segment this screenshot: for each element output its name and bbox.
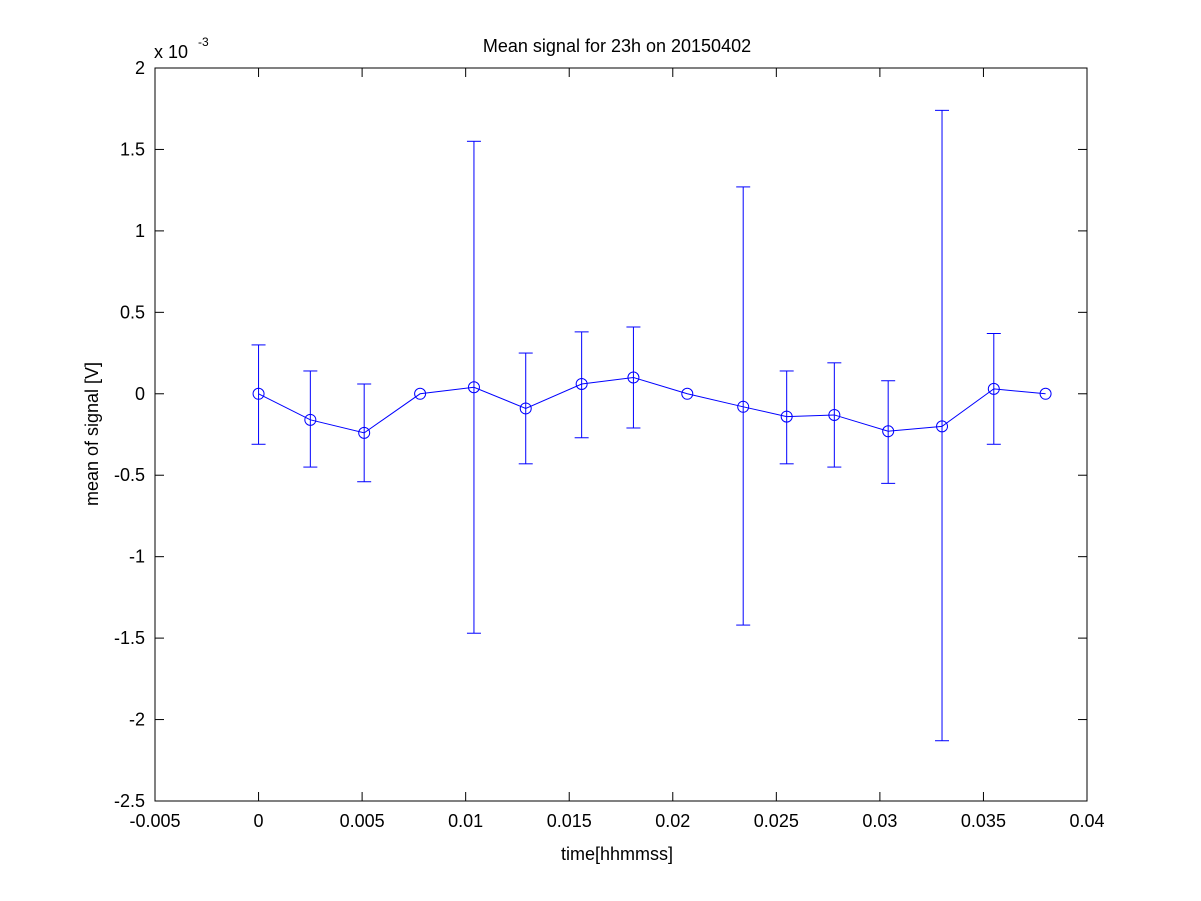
data-point-marker (358, 426, 371, 439)
data-point-marker (252, 387, 265, 400)
x-tick-label: 0.005 (340, 811, 385, 831)
y-tick-label: 2 (135, 58, 145, 78)
data-point-marker (780, 410, 793, 423)
y-tick-label: -0.5 (114, 465, 145, 485)
data-point-marker (828, 408, 841, 421)
plot-area-frame (154, 67, 1088, 802)
data-point-marker (627, 371, 640, 384)
tick-labels: -0.005 0 0.005 0.01 0.015 0.02 0.025 0.03 0.035 0… (114, 58, 1105, 831)
y-tick-label: 1.5 (120, 139, 145, 159)
data-point-marker (467, 381, 480, 394)
x-tick-label: 0.015 (547, 811, 592, 831)
y-tick-label: -1 (129, 547, 145, 567)
y-tick-label: 0.5 (120, 302, 145, 322)
y-axis-label: mean of signal [V] (82, 362, 102, 506)
error-bar (779, 370, 794, 465)
x-tick-label: 0.02 (655, 811, 690, 831)
y-tick-label: -1.5 (114, 628, 145, 648)
error-bar (574, 331, 589, 439)
x-axis-label: time[hhmmss] (561, 844, 673, 864)
series-line-layer (258, 376, 1046, 434)
data-point-marker (681, 387, 694, 400)
error-bar (881, 380, 896, 484)
data-point-marker (304, 413, 317, 426)
y-tick-label: 1 (135, 221, 145, 241)
y-tick-label: -2 (129, 710, 145, 730)
y-tick-label: -2.5 (114, 791, 145, 811)
x-tick-label: 0 (254, 811, 264, 831)
data-point-marker (519, 402, 532, 415)
y-tick-label: 0 (135, 384, 145, 404)
x-tick-label: 0.025 (754, 811, 799, 831)
x-tick-label: -0.005 (129, 811, 180, 831)
data-point-marker (414, 387, 427, 400)
x-tick-label: 0.04 (1069, 811, 1104, 831)
data-point-marker (1039, 387, 1052, 400)
x-tick-label: 0.01 (448, 811, 483, 831)
data-markers (252, 371, 1052, 439)
x-tick-label: 0.03 (862, 811, 897, 831)
data-point-marker (987, 382, 1000, 395)
data-point-marker (936, 420, 949, 433)
data-point-marker (882, 425, 895, 438)
error-bar (251, 344, 266, 445)
x-tick-label: 0.035 (961, 811, 1006, 831)
chart-title: Mean signal for 23h on 20150402 (483, 36, 751, 56)
y-axis-exponent-power: -3 (198, 35, 209, 49)
data-point-marker (575, 378, 588, 391)
y-axis-exponent-label: x 10 (154, 42, 188, 62)
error-bar (303, 370, 318, 468)
error-bar (736, 186, 751, 626)
series-line (258, 376, 1046, 434)
error-bar (935, 109, 950, 742)
data-point-marker (737, 400, 750, 413)
